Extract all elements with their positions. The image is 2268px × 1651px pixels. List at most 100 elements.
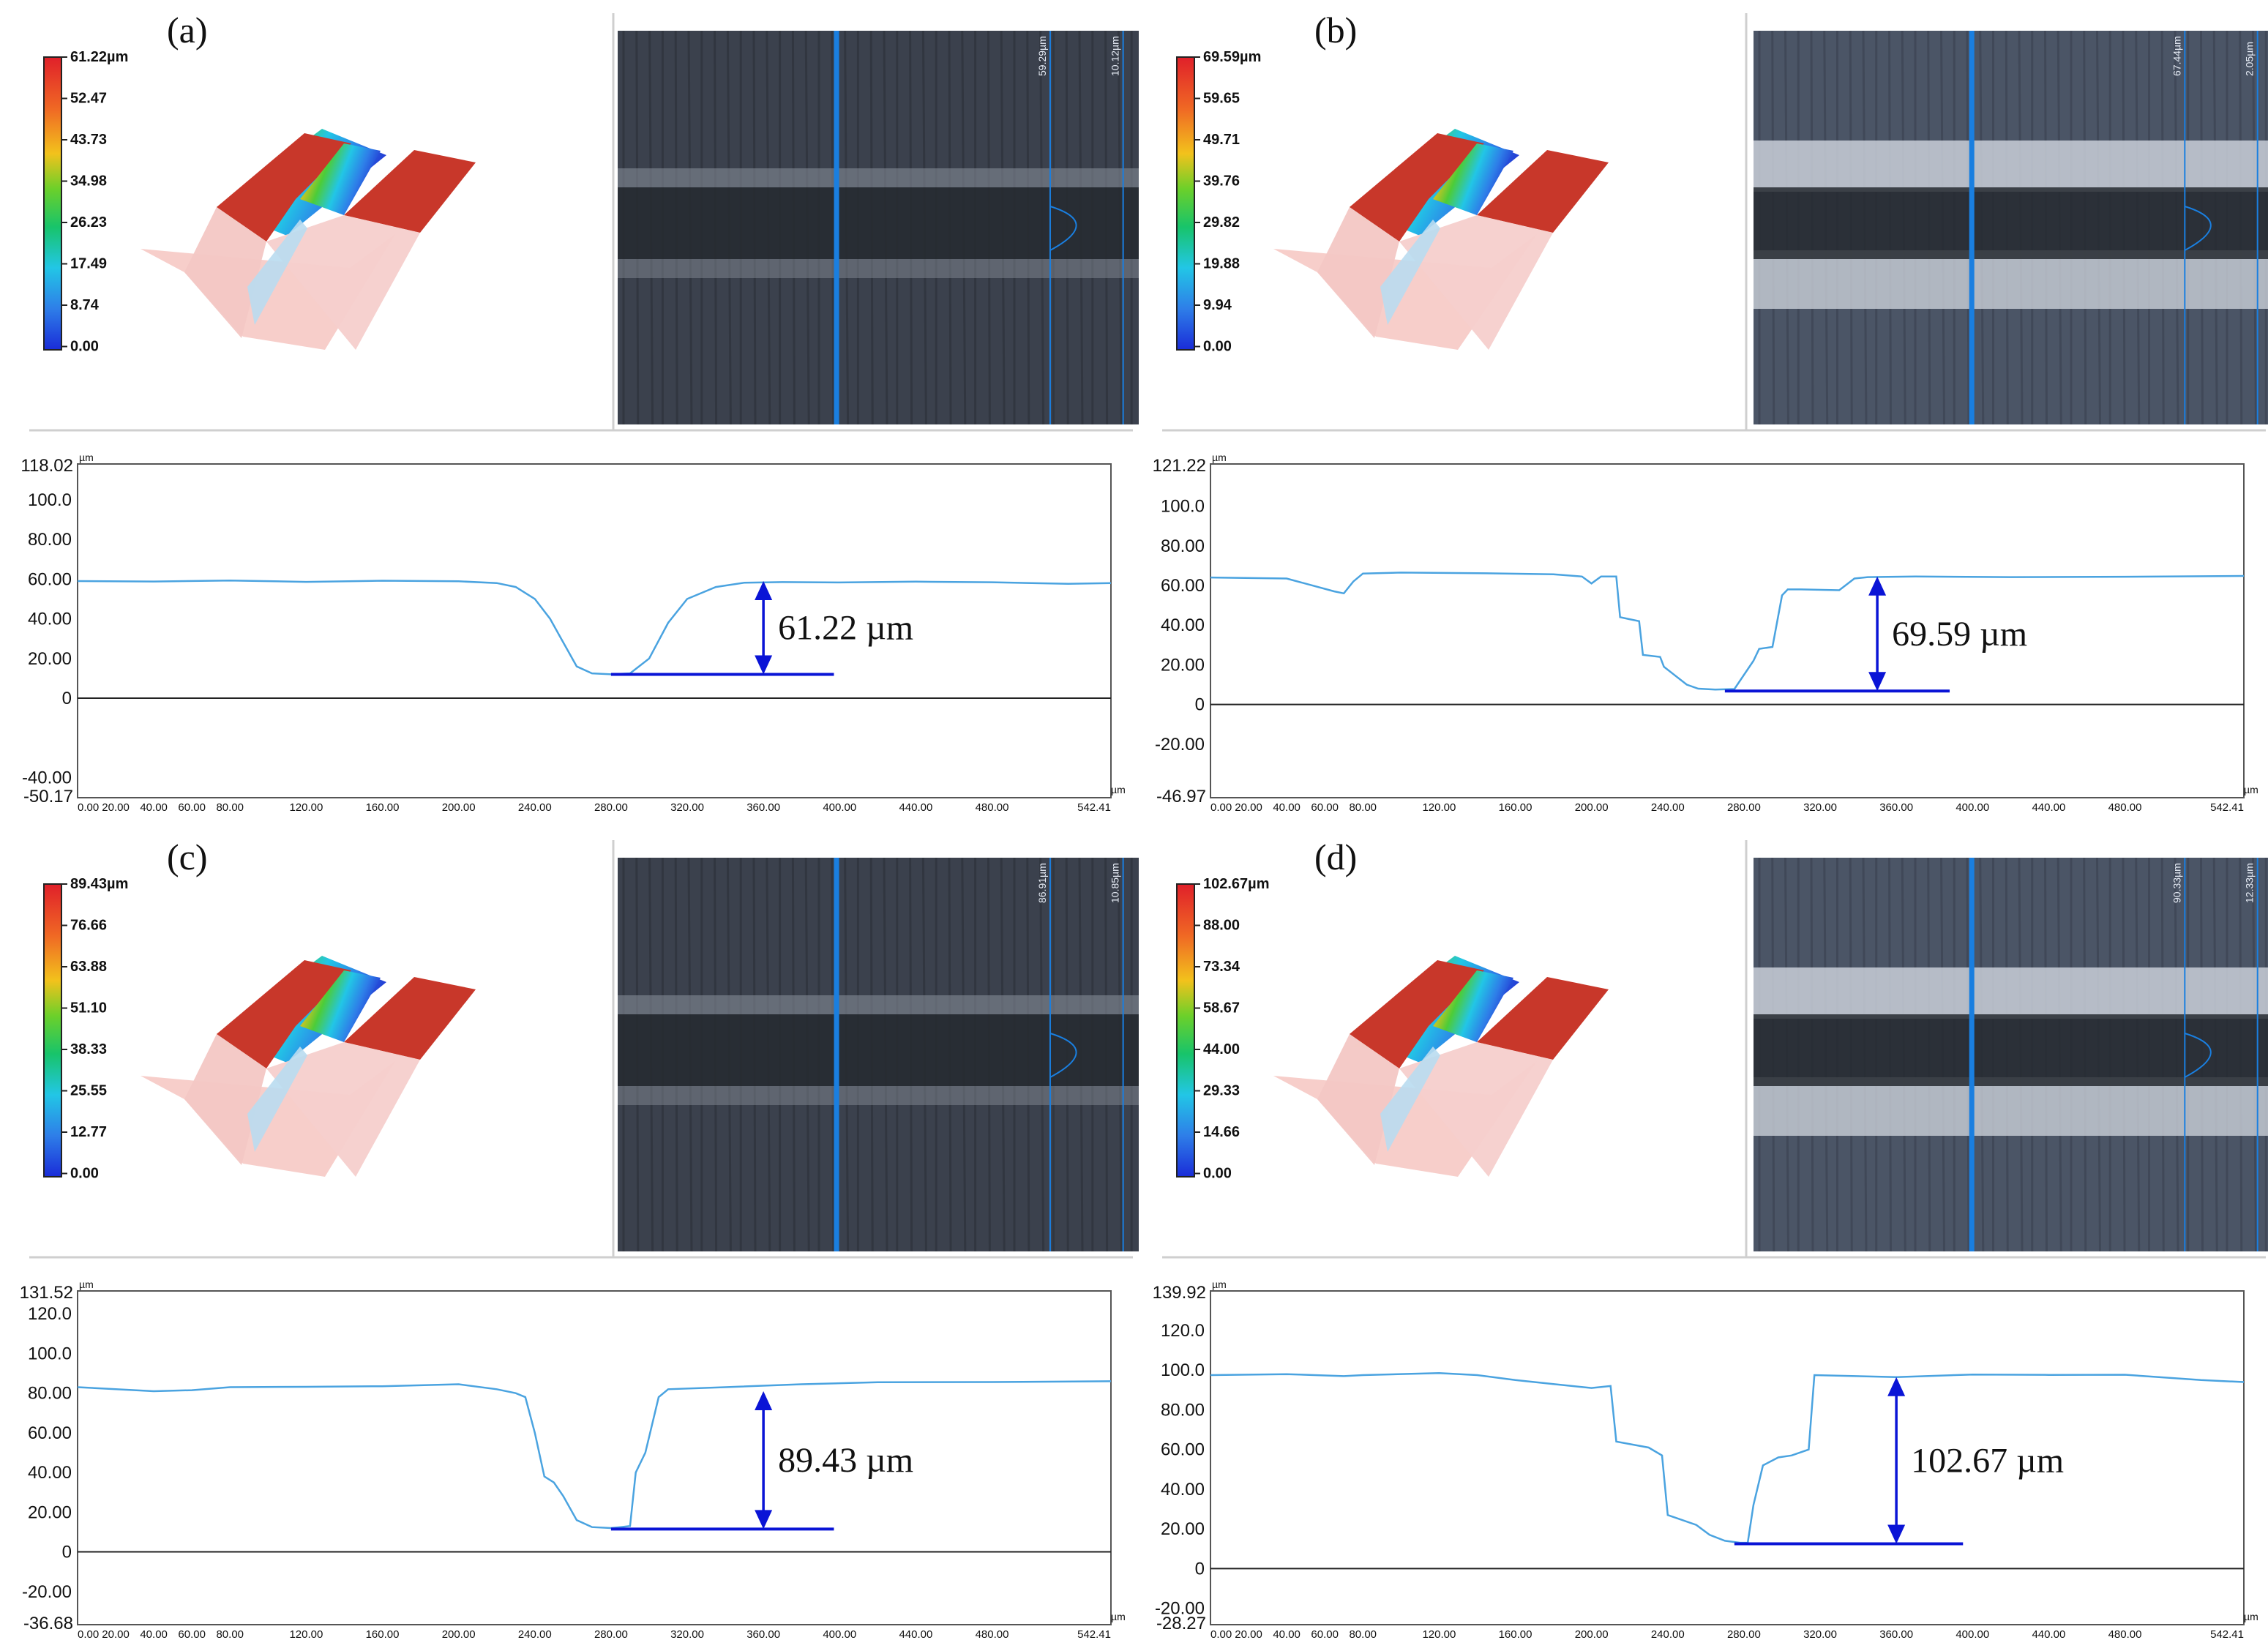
x-tick-label: 80.00 bbox=[216, 1628, 244, 1641]
x-tick-label: 400.00 bbox=[1956, 801, 1989, 814]
x-tick-label: 240.00 bbox=[518, 1628, 552, 1641]
colorbar-label: 76.66 bbox=[70, 918, 107, 934]
reference-value: 10.85µm bbox=[1109, 863, 1121, 903]
x-tick-label: 80.00 bbox=[1349, 1628, 1377, 1641]
colorbar-label: 25.55 bbox=[70, 1083, 107, 1099]
colorbar-label: 14.66 bbox=[1203, 1124, 1240, 1140]
colorbar-label: 63.88 bbox=[70, 959, 107, 975]
x-tick-label: 240.00 bbox=[1651, 801, 1685, 814]
y-tick-label: 80.00 bbox=[1161, 1400, 1205, 1420]
colorbar-label: 38.33 bbox=[70, 1041, 107, 1057]
profile-overlay-curve bbox=[2184, 1033, 2212, 1078]
colorbar-label: 52.47 bbox=[70, 91, 107, 107]
x-tick-label: 60.00 bbox=[1311, 801, 1339, 814]
height-colorbar: 102.67µm 88.00 73.34 58.67 44.00 29.33 14.66 0.… bbox=[1176, 876, 1269, 1182]
y-tick-label: 0 bbox=[62, 1543, 72, 1562]
y-tick-label: 40.00 bbox=[28, 1463, 72, 1483]
height-colorbar: 69.59µm 59.65 49.71 39.76 29.82 19.88 9.94 0.00 bbox=[1176, 49, 1261, 355]
colorbar-label: 0.00 bbox=[1203, 339, 1232, 355]
colorbar-label: 0.00 bbox=[70, 339, 99, 355]
y-tick-label: 0 bbox=[62, 689, 72, 708]
surface-front-right bbox=[1399, 1042, 1553, 1177]
panel-d: (d) 102.67µm 88.00 73.34 58.67 44.00 29.33 14.6… bbox=[1153, 836, 2268, 1641]
x-tick-label: 320.00 bbox=[1803, 1628, 1837, 1641]
colorbar-label: 102.67µm bbox=[1203, 876, 1269, 892]
height-colorbar: 89.43µm 76.66 63.88 51.10 38.33 25.55 12.77 0.0… bbox=[43, 876, 128, 1182]
plot-frame bbox=[1210, 1290, 2245, 1625]
x-tick-label: 200.00 bbox=[1575, 801, 1609, 814]
x-tick-label: 160.00 bbox=[366, 801, 400, 814]
surface-top-left bbox=[217, 960, 351, 1068]
surface-front-left bbox=[184, 1034, 266, 1165]
colorbar-label: 8.74 bbox=[70, 297, 100, 313]
profile-line-profile bbox=[77, 579, 1112, 675]
depth-arrow-head-top bbox=[755, 581, 773, 601]
y-unit-label: µm bbox=[1212, 452, 1227, 463]
colorbar-label: 29.82 bbox=[1203, 214, 1240, 231]
surface-3d-render bbox=[1273, 129, 1609, 350]
x-tick-label: 20.00 bbox=[102, 1628, 130, 1641]
micrograph-edge-lower bbox=[618, 1086, 1139, 1105]
x-tick-label: 360.00 bbox=[746, 1628, 780, 1641]
depth-arrow-head-bottom bbox=[1887, 1524, 1906, 1544]
surface-top-right bbox=[1477, 150, 1609, 233]
surface-front-left bbox=[1317, 1034, 1399, 1165]
x-tick-label: 40.00 bbox=[1273, 1628, 1300, 1641]
depth-annotation: 89.43 µm bbox=[778, 1441, 913, 1480]
x-tick-label: 40.00 bbox=[140, 1628, 168, 1641]
y-axis-min-label: -36.68 bbox=[23, 1614, 73, 1633]
panel-label: (d) bbox=[1314, 836, 1357, 877]
colorbar-label: 34.98 bbox=[70, 173, 107, 190]
colorbar-gradient bbox=[1176, 56, 1195, 351]
y-tick-label: 0 bbox=[1195, 695, 1205, 715]
colorbar-label: 0.00 bbox=[1203, 1166, 1232, 1182]
y-tick-label: 40.00 bbox=[1161, 1480, 1205, 1500]
x-tick-label: 440.00 bbox=[2032, 1628, 2065, 1641]
surface-top-right bbox=[1477, 977, 1609, 1060]
profile-overlay-curve bbox=[1049, 1033, 1077, 1078]
reference-value: 12.33µm bbox=[2244, 863, 2256, 903]
surface-trench bbox=[1433, 143, 1513, 215]
profile-line-profile bbox=[77, 1380, 1112, 1530]
micrograph-bright-band-upper bbox=[1754, 967, 2268, 1019]
x-tick-label: 480.00 bbox=[976, 1628, 1009, 1641]
micrograph-bright-band-lower bbox=[1754, 1077, 2268, 1136]
surface-front-right bbox=[1399, 215, 1553, 350]
plot-frame bbox=[77, 463, 1112, 798]
x-tick-label: 400.00 bbox=[1956, 1628, 1989, 1641]
micrograph: 67.44µm 2.05µm bbox=[1754, 30, 2268, 425]
x-tick-label: 400.00 bbox=[823, 1628, 856, 1641]
surface-front-right bbox=[266, 215, 420, 350]
y-tick-label: -20.00 bbox=[1155, 1599, 1205, 1619]
micrograph-groove-band bbox=[618, 187, 1139, 259]
x-tick-label: 542.41 bbox=[2210, 801, 2244, 814]
depth-arrow-head-bottom bbox=[755, 655, 773, 675]
surface-front-groove bbox=[247, 1047, 307, 1152]
plot-frame bbox=[77, 1290, 1112, 1625]
surface-trench bbox=[300, 970, 381, 1042]
y-tick-label: 20.00 bbox=[28, 1502, 72, 1522]
colorbar-label: 0.00 bbox=[70, 1166, 99, 1182]
y-tick-label: 60.00 bbox=[28, 1423, 72, 1443]
x-tick-label: 480.00 bbox=[2108, 1628, 2142, 1641]
x-tick-label: 440.00 bbox=[899, 801, 932, 814]
y-tick-label: 60.00 bbox=[28, 569, 72, 589]
surface-3d-render bbox=[1273, 956, 1609, 1177]
x-tick-label: 480.00 bbox=[2108, 801, 2142, 814]
micrograph-groove-band bbox=[1754, 187, 2268, 259]
depth-arrow-head-top bbox=[1887, 1377, 1906, 1396]
colorbar-label: 19.88 bbox=[1203, 256, 1240, 272]
x-tick-label: 120.00 bbox=[289, 801, 323, 814]
x-tick-label: 40.00 bbox=[140, 801, 168, 814]
surface-3d-render bbox=[141, 129, 476, 350]
reference-value: 10.12µm bbox=[1109, 36, 1121, 76]
x-tick-label: 0.00 bbox=[78, 1628, 99, 1641]
y-tick-label: 20.00 bbox=[1161, 655, 1205, 675]
x-tick-label: 480.00 bbox=[976, 801, 1009, 814]
y-tick-label: -20.00 bbox=[1155, 735, 1205, 755]
x-tick-label: 320.00 bbox=[1803, 801, 1837, 814]
x-tick-label: 160.00 bbox=[1499, 1628, 1532, 1641]
x-tick-label: 280.00 bbox=[1727, 1628, 1761, 1641]
micrograph-groove-band bbox=[618, 1014, 1139, 1086]
x-tick-label: 280.00 bbox=[1727, 801, 1761, 814]
